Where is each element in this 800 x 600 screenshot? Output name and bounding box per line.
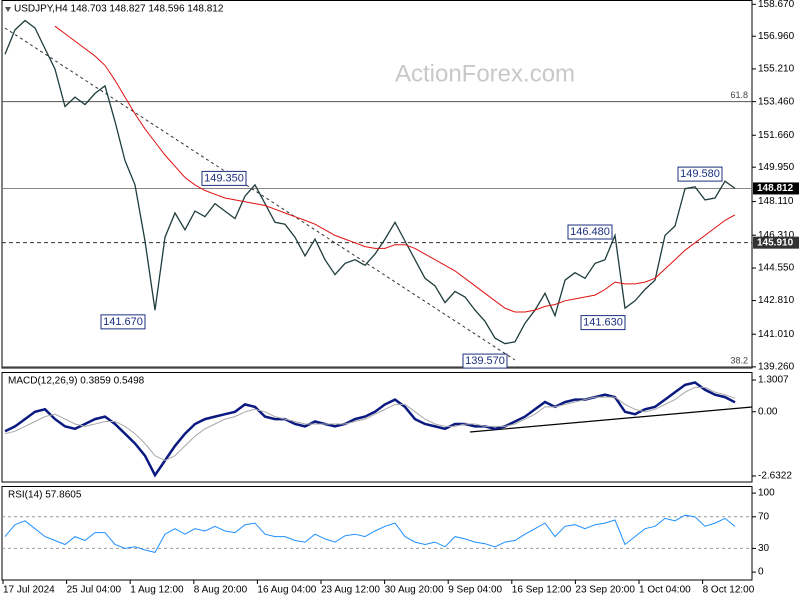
y-tick-label: 158.670 — [758, 0, 795, 10]
y-tick-label: 30 — [758, 543, 770, 554]
annotation-box — [462, 353, 508, 369]
x-tick-label: 23 Aug 12:00 — [321, 585, 380, 596]
panel-title: RSI(14) 57.8605 — [8, 490, 82, 501]
annotation-box — [677, 166, 723, 182]
x-tick-label: 8 Aug 20:00 — [194, 585, 248, 596]
watermark: ActionForex.com — [395, 60, 575, 87]
fib-label: 38.2 — [730, 355, 748, 365]
annotation-label: 149.350 — [204, 172, 244, 184]
x-tick-label: 1 Aug 12:00 — [130, 585, 184, 596]
annotation-box — [567, 224, 613, 240]
y-tick-label: 148.110 — [758, 196, 794, 207]
series-line — [4, 386, 736, 462]
annotation-label: 141.630 — [583, 317, 623, 329]
x-tick-label: 16 Aug 04:00 — [257, 585, 316, 596]
annotation-label: 146.480 — [570, 226, 610, 238]
macd-trend-line — [469, 406, 753, 433]
y-tick-label: 153.460 — [758, 96, 795, 107]
price-badge-label: 148.812 — [757, 183, 794, 194]
y-tick-label: 149.950 — [758, 162, 795, 173]
x-tick-label: 23 Sep 20:00 — [575, 585, 635, 596]
y-tick-label: 142.810 — [758, 295, 795, 306]
x-tick-label: 30 Aug 20:00 — [385, 585, 444, 596]
x-tick-label: 9 Sep 04:00 — [448, 585, 502, 596]
annotation-label: 149.580 — [680, 168, 720, 180]
series-line — [54, 25, 736, 313]
x-tick-label: 16 Sep 12:00 — [512, 585, 572, 596]
price-badge — [753, 236, 799, 249]
series-line — [4, 19, 736, 345]
fib-label: 61.8 — [730, 90, 748, 100]
price-panel — [1, 0, 753, 369]
y-tick-label: 156.960 — [758, 31, 795, 42]
annotation-box — [201, 170, 247, 186]
annotation-box — [580, 315, 626, 331]
x-tick-label: 17 Jul 2024 — [3, 585, 55, 596]
y-tick-label: 146.310 — [758, 230, 795, 241]
y-tick-label: 0 — [758, 567, 764, 578]
y-tick-label: 144.550 — [758, 263, 795, 274]
x-tick-label: 25 Jul 04:00 — [67, 585, 122, 596]
price-badge — [753, 182, 799, 195]
macd-panel — [1, 372, 753, 483]
panel-title: USDJPY,H4 148.703 148.827 148.596 148.81… — [14, 4, 224, 15]
y-tick-label: -2.6322 — [758, 471, 792, 482]
y-tick-label: 139.260 — [758, 362, 795, 373]
y-tick-label: 1.3007 — [758, 375, 789, 386]
symbol-icon — [5, 7, 11, 12]
price-badge-label: 145.910 — [757, 237, 794, 248]
annotation-box — [100, 314, 146, 330]
series-line — [4, 514, 736, 553]
annotation-label: 141.670 — [103, 316, 143, 328]
y-tick-label: 141.010 — [758, 329, 795, 340]
x-tick-label: 8 Oct 12:00 — [703, 585, 755, 596]
y-tick-label: 151.660 — [758, 130, 795, 141]
x-tick-label: 1 Oct 04:00 — [639, 585, 691, 596]
y-tick-label: 70 — [758, 511, 770, 522]
annotation-label: 139.570 — [465, 355, 505, 367]
panel-title: MACD(12,26,9) 0.3859 0.5498 — [8, 376, 145, 387]
y-tick-label: 100 — [758, 488, 775, 499]
y-tick-label: 155.210 — [758, 64, 795, 75]
rsi-panel — [1, 486, 753, 581]
y-tick-label: 0.00 — [758, 406, 778, 417]
